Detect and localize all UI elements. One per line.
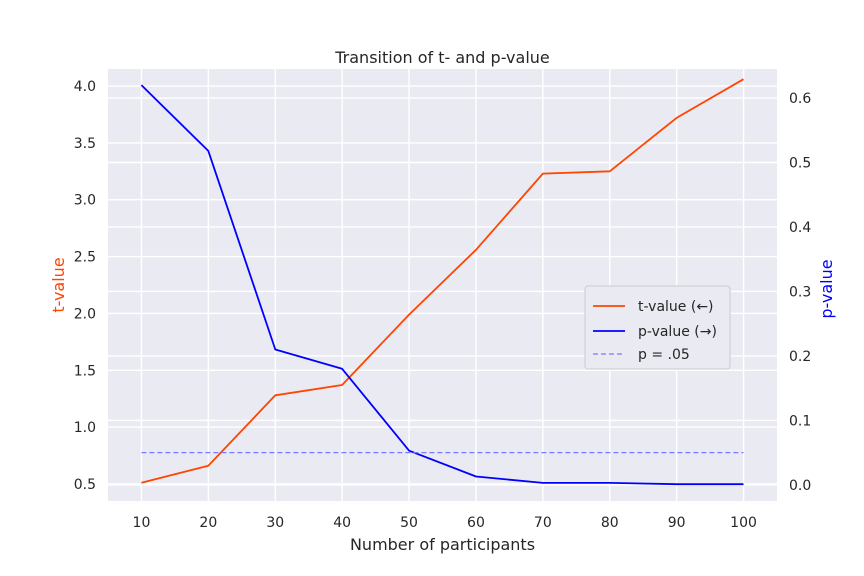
y-left-tick-label: 3.0 <box>74 193 96 209</box>
x-tick-label: 90 <box>668 515 686 531</box>
x-tick-label: 50 <box>400 515 418 531</box>
x-tick-label: 100 <box>730 515 757 531</box>
y-axis-right-label: p-value <box>817 259 836 318</box>
x-axis-label: Number of participants <box>350 535 535 554</box>
x-tick-label: 70 <box>534 515 552 531</box>
legend-label-p-threshold: p = .05 <box>638 347 690 363</box>
y-left-tick-label: 2.5 <box>74 250 96 266</box>
legend-label-p-value: p-value (→) <box>638 324 717 340</box>
x-tick-label: 80 <box>601 515 619 531</box>
y-left-tick-label: 3.5 <box>74 136 96 152</box>
y-right-tick-label: 0.3 <box>789 284 811 300</box>
y-left-tick-label: 1.5 <box>74 363 96 379</box>
legend-label-t-value: t-value (←) <box>638 299 714 315</box>
series-line-p-value <box>140 84 744 486</box>
y-left-tick-label: 4.0 <box>74 79 96 95</box>
y-right-tick-label: 0.5 <box>789 155 811 171</box>
x-tick-label: 60 <box>467 515 485 531</box>
y-axis-left-ticks: 0.5 1.0 1.5 2.0 2.5 3.0 3.5 4.0 <box>74 79 96 493</box>
series-layer <box>140 78 744 486</box>
y-left-tick-label: 1.0 <box>74 420 96 436</box>
y-left-tick-label: 0.5 <box>74 477 96 493</box>
x-tick-label: 40 <box>333 515 351 531</box>
y-axis-left-label: t-value <box>49 257 68 312</box>
chart-title: Transition of t- and p-value <box>334 48 550 67</box>
series-line-t-value <box>141 78 744 484</box>
y-right-tick-label: 0.1 <box>789 413 811 429</box>
x-axis-ticks: 10 20 30 40 50 60 70 80 90 100 <box>133 515 757 531</box>
x-tick-label: 30 <box>266 515 284 531</box>
y-left-tick-label: 2.0 <box>74 306 96 322</box>
y-axis-right-ticks: 0.0 0.1 0.2 0.3 0.4 0.5 0.6 <box>789 91 811 494</box>
y-right-tick-label: 0.0 <box>789 478 811 494</box>
legend: t-value (←) p-value (→) p = .05 <box>584 285 731 370</box>
x-tick-label: 20 <box>199 515 217 531</box>
plot-area <box>108 69 777 501</box>
y-right-tick-label: 0.6 <box>789 91 811 107</box>
y-right-tick-label: 0.4 <box>789 220 811 236</box>
y-right-tick-label: 0.2 <box>789 349 811 365</box>
x-tick-label: 10 <box>133 515 151 531</box>
